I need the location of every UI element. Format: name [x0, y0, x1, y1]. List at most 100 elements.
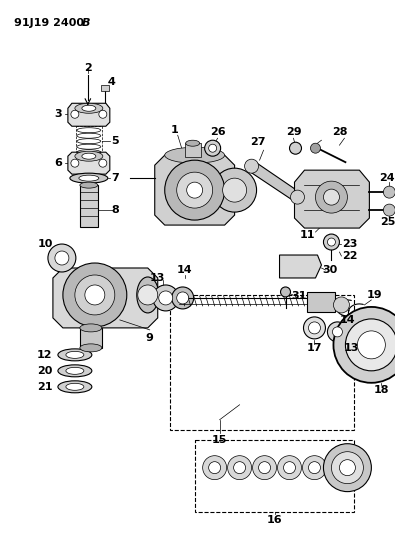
Text: 10: 10 [37, 239, 53, 249]
Bar [80, 185, 98, 227]
Ellipse shape [80, 344, 102, 352]
Circle shape [383, 204, 395, 216]
Circle shape [187, 182, 203, 198]
Circle shape [71, 110, 79, 118]
Ellipse shape [137, 277, 159, 313]
Circle shape [333, 327, 343, 337]
Text: 11: 11 [300, 230, 315, 240]
Text: 2: 2 [84, 63, 92, 74]
Text: 91J19 2400: 91J19 2400 [14, 19, 88, 28]
Text: 17: 17 [307, 343, 322, 353]
Ellipse shape [186, 140, 200, 146]
Ellipse shape [58, 365, 92, 377]
Text: 23: 23 [342, 239, 357, 249]
Text: 16: 16 [267, 514, 282, 524]
Polygon shape [155, 155, 234, 225]
Text: 21: 21 [37, 382, 53, 392]
Circle shape [209, 462, 221, 474]
Circle shape [234, 462, 246, 474]
Text: 14: 14 [177, 265, 192, 275]
Ellipse shape [80, 324, 102, 332]
Circle shape [138, 285, 158, 305]
Circle shape [324, 443, 371, 491]
Ellipse shape [75, 151, 103, 161]
Ellipse shape [58, 349, 92, 361]
Circle shape [327, 322, 347, 342]
Circle shape [48, 244, 76, 272]
Circle shape [245, 159, 259, 173]
Ellipse shape [80, 182, 98, 188]
Text: 13: 13 [344, 343, 359, 353]
Bar [195, 440, 354, 512]
Bar [307, 292, 335, 312]
Circle shape [253, 456, 276, 480]
Bar [185, 143, 201, 157]
Text: 19: 19 [367, 290, 382, 300]
Text: 6: 6 [54, 158, 62, 168]
Polygon shape [53, 268, 158, 328]
Circle shape [177, 292, 188, 304]
Circle shape [310, 143, 320, 153]
Ellipse shape [75, 103, 103, 113]
Circle shape [345, 319, 396, 371]
Ellipse shape [66, 383, 84, 390]
Circle shape [358, 331, 385, 359]
Bar [80, 328, 102, 348]
Text: 20: 20 [37, 366, 53, 376]
Circle shape [339, 459, 355, 475]
Circle shape [333, 297, 349, 313]
Text: 1: 1 [171, 125, 179, 135]
Text: 15: 15 [212, 435, 227, 445]
Circle shape [99, 110, 107, 118]
Polygon shape [68, 103, 110, 126]
Polygon shape [280, 255, 322, 278]
Circle shape [316, 181, 347, 213]
Circle shape [228, 456, 251, 480]
Circle shape [308, 322, 320, 334]
Text: 4: 4 [108, 77, 116, 87]
Circle shape [177, 172, 213, 208]
Bar [170, 295, 354, 430]
Text: 29: 29 [286, 127, 301, 137]
Ellipse shape [82, 153, 96, 159]
Circle shape [153, 285, 179, 311]
Ellipse shape [58, 381, 92, 393]
Polygon shape [248, 162, 299, 202]
Text: 24: 24 [379, 173, 395, 183]
Circle shape [383, 186, 395, 198]
Circle shape [63, 263, 127, 327]
Text: 18: 18 [373, 385, 389, 395]
Circle shape [223, 178, 247, 202]
Circle shape [71, 159, 79, 167]
Circle shape [324, 234, 339, 250]
Text: 31: 31 [292, 291, 307, 301]
Ellipse shape [165, 147, 225, 163]
Circle shape [289, 142, 301, 154]
Ellipse shape [70, 173, 108, 183]
Circle shape [205, 140, 221, 156]
Circle shape [209, 144, 217, 152]
Circle shape [159, 291, 173, 305]
Ellipse shape [66, 351, 84, 358]
Circle shape [303, 456, 326, 480]
Ellipse shape [79, 175, 99, 181]
Circle shape [99, 159, 107, 167]
Circle shape [165, 160, 225, 220]
Circle shape [284, 462, 295, 474]
Polygon shape [68, 152, 110, 174]
Circle shape [172, 287, 194, 309]
Text: 28: 28 [332, 127, 347, 137]
Text: 22: 22 [342, 251, 357, 261]
Ellipse shape [66, 367, 84, 374]
Circle shape [55, 251, 69, 265]
Text: 26: 26 [210, 127, 225, 137]
Text: 25: 25 [380, 217, 395, 227]
Text: 14: 14 [340, 315, 355, 325]
Polygon shape [295, 170, 369, 228]
Circle shape [327, 238, 335, 246]
Circle shape [75, 275, 115, 315]
Circle shape [331, 451, 364, 483]
Circle shape [203, 456, 227, 480]
Text: 9: 9 [146, 333, 154, 343]
Text: 8: 8 [111, 205, 119, 215]
